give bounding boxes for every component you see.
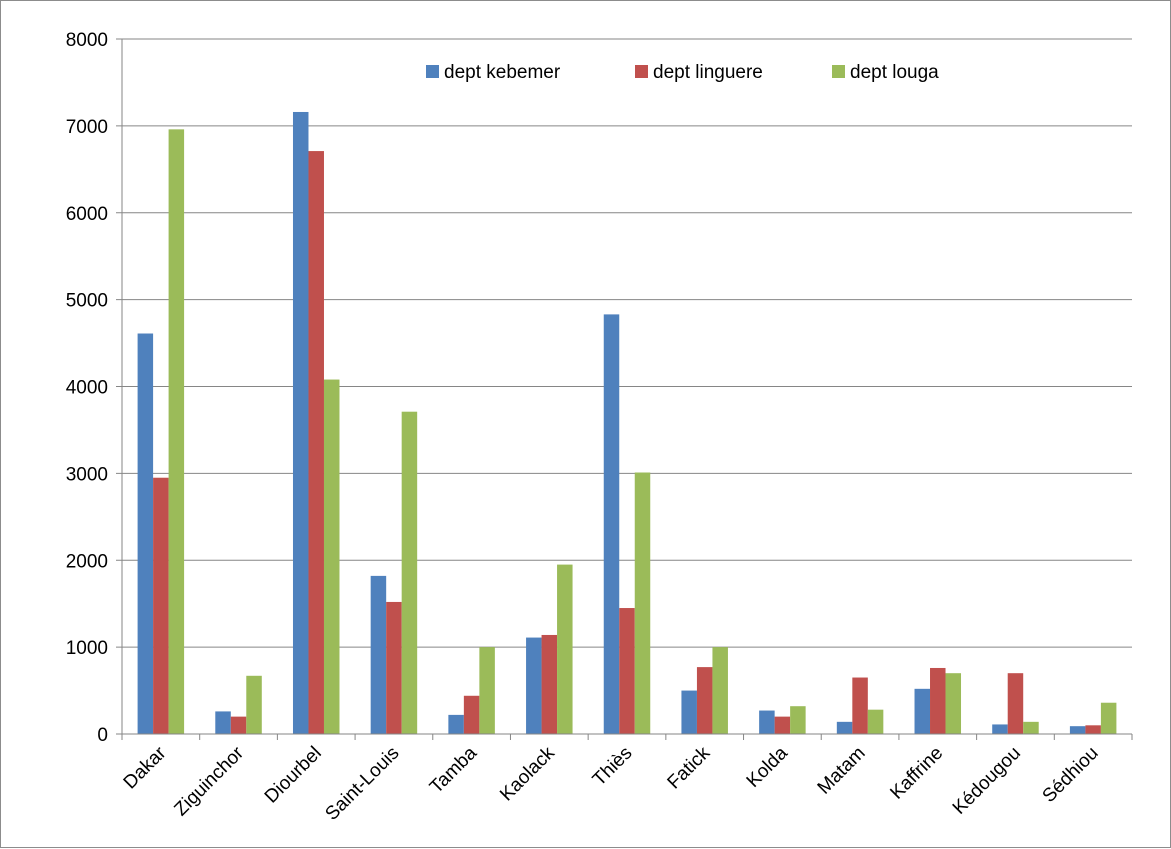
bar-dept-louga <box>323 379 340 734</box>
bar-dept-linguere <box>463 695 480 734</box>
bar-dept-linguere <box>774 716 791 734</box>
y-tick-label: 2000 <box>66 551 108 572</box>
bar-dept-louga <box>634 472 651 734</box>
x-tick-label: Kédougou <box>949 743 1025 819</box>
x-tick-label: Tamba <box>426 742 481 797</box>
bar-dept-linguere <box>696 667 713 734</box>
bar-dept-kebemer <box>526 637 542 734</box>
bar-dept-louga <box>1023 721 1039 734</box>
legend-label: dept louga <box>850 62 939 83</box>
bar-dept-kebemer <box>448 714 464 734</box>
bar-dept-kebemer <box>1069 726 1086 734</box>
legend-swatch <box>635 65 648 78</box>
axes <box>116 38 1133 740</box>
bar-dept-linguere <box>852 677 868 734</box>
bar-dept-louga <box>712 647 728 734</box>
x-tick-label: Kaffrine <box>886 743 947 804</box>
x-tick-label: Kaolack <box>496 742 559 805</box>
x-tick-label: Kolda <box>743 742 793 792</box>
bar-dept-kebemer <box>914 688 931 734</box>
y-tick-label: 8000 <box>66 30 108 51</box>
bar-dept-louga <box>557 564 573 734</box>
y-tick-label: 0 <box>97 725 108 746</box>
y-tick-labels: 0 1000 2000 3000 4000 5000 6000 7000 8000 <box>66 30 108 746</box>
x-tick-label: Diourbel <box>261 743 326 808</box>
bar-dept-linguere <box>1085 725 1101 734</box>
bar-dept-linguere <box>541 634 558 734</box>
bar-dept-kebemer <box>836 721 853 734</box>
bar-dept-louga <box>168 129 185 735</box>
gridlines <box>122 38 1132 648</box>
bar-dept-louga <box>945 673 962 734</box>
bar-dept-louga <box>401 411 418 734</box>
y-tick-label: 3000 <box>66 464 108 485</box>
x-tick-label: Dakar <box>120 742 171 793</box>
x-tick-label: Fatick <box>664 742 715 793</box>
bar-dept-kebemer <box>137 333 154 734</box>
x-tick-label: Saint-Louis <box>321 743 403 825</box>
bar-dept-linguere <box>153 477 169 734</box>
bar-dept-linguere <box>619 608 635 734</box>
legend-label: dept linguere <box>653 62 763 83</box>
bar-dept-kebemer <box>215 711 231 734</box>
bar-dept-kebemer <box>603 314 620 734</box>
bars <box>137 111 1117 735</box>
bar-dept-louga <box>246 675 262 734</box>
bar-dept-louga <box>790 706 806 734</box>
x-tick-label: Thiès <box>589 743 637 791</box>
bar-dept-linguere <box>930 667 946 734</box>
bar-dept-louga <box>479 647 495 734</box>
y-tick-label: 6000 <box>66 204 108 225</box>
bar-dept-kebemer <box>992 724 1008 734</box>
legend: dept kebemer dept linguere dept louga <box>426 62 939 83</box>
y-tick-label: 4000 <box>66 378 108 399</box>
x-tick-label: Matam <box>814 743 870 799</box>
legend-swatch <box>832 65 845 78</box>
bar-dept-kebemer <box>292 111 309 735</box>
bar-dept-kebemer <box>759 710 775 734</box>
bar-dept-kebemer <box>681 690 697 734</box>
bar-dept-linguere <box>230 716 247 734</box>
bar-dept-linguere <box>308 151 324 735</box>
bar-dept-louga <box>1100 702 1117 734</box>
y-tick-label: 1000 <box>66 638 108 659</box>
legend-swatch <box>426 65 439 78</box>
bar-dept-kebemer <box>370 575 387 734</box>
bar-dept-linguere <box>386 601 402 734</box>
legend-label: dept kebemer <box>444 62 561 83</box>
bar-dept-linguere <box>1007 673 1024 734</box>
x-tick-label: Ziguinchor <box>170 742 248 820</box>
bar-dept-louga <box>867 709 884 734</box>
y-tick-label: 7000 <box>66 117 108 138</box>
y-tick-label: 5000 <box>66 291 108 312</box>
x-tick-label: Sédhiou <box>1039 743 1103 807</box>
